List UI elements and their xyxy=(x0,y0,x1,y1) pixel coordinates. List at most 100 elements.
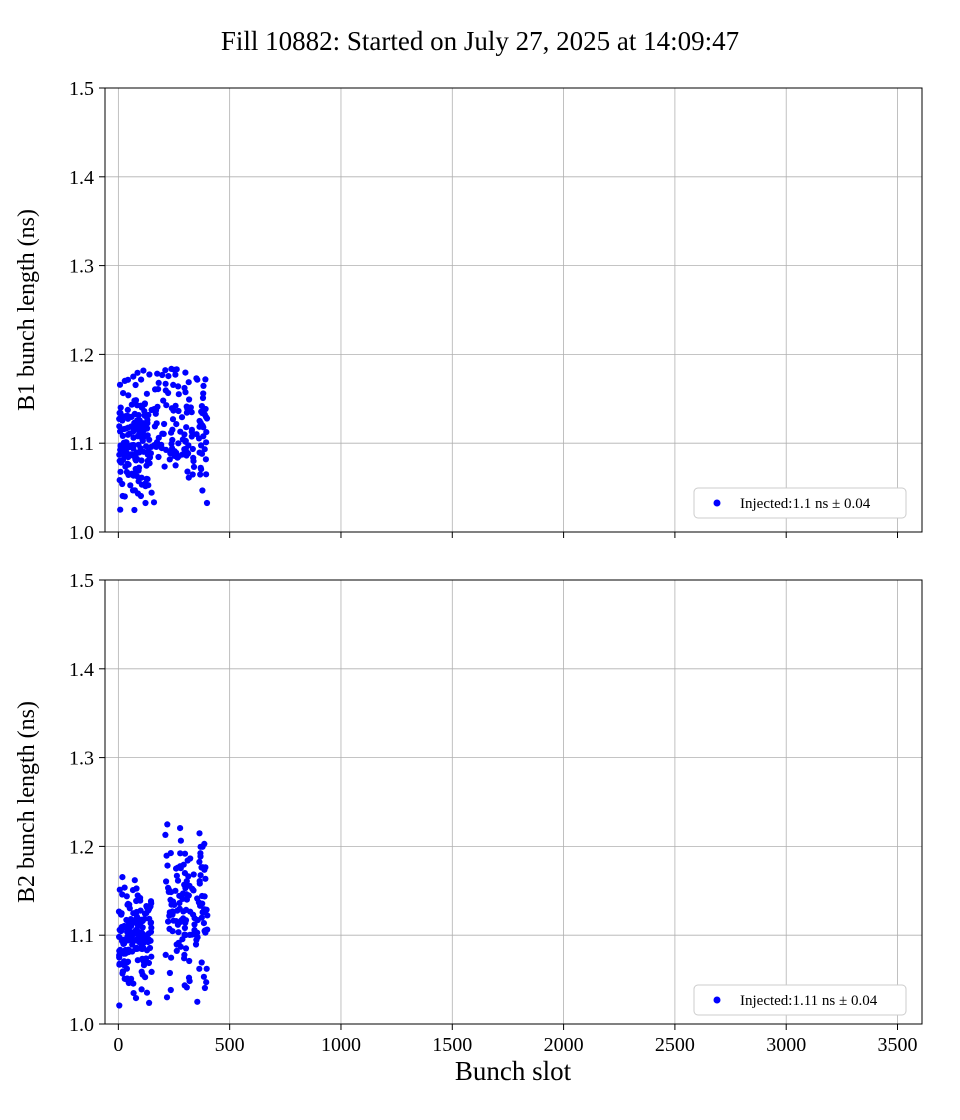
data-point xyxy=(117,446,124,453)
data-point xyxy=(200,382,207,389)
data-point xyxy=(132,457,140,464)
data-point xyxy=(116,381,124,388)
data-point xyxy=(120,940,128,947)
data-point xyxy=(143,989,151,996)
data-point xyxy=(201,984,208,992)
data-point xyxy=(174,877,182,884)
data-point xyxy=(118,928,125,935)
x-tick-label: 1500 xyxy=(432,1034,472,1056)
data-point xyxy=(168,405,175,412)
data-point xyxy=(188,433,195,440)
data-point xyxy=(181,850,189,857)
data-point xyxy=(151,423,158,430)
data-point xyxy=(163,852,170,859)
data-point xyxy=(196,858,203,865)
data-point xyxy=(119,417,126,424)
legend-frame xyxy=(693,487,907,519)
data-point xyxy=(134,402,141,409)
data-point xyxy=(141,408,148,415)
data-point xyxy=(180,861,187,868)
data-point xyxy=(199,487,206,494)
data-point xyxy=(148,968,155,975)
data-point xyxy=(181,955,188,962)
data-point xyxy=(186,396,193,403)
data-point xyxy=(160,430,167,437)
plot-layer-b2: 0 500 1000 1500 2000 2500 3000 3500 1.0 1.1 1.2 1.3… xyxy=(69,570,923,1056)
y-tick-label: 1.5 xyxy=(69,570,94,592)
data-point xyxy=(174,864,181,871)
data-point xyxy=(201,906,208,913)
data-point xyxy=(194,917,201,924)
y-tick-label: 1.2 xyxy=(69,344,94,366)
y-tick-label: 1.3 xyxy=(69,748,94,770)
data-point xyxy=(174,907,181,914)
data-point xyxy=(197,850,204,857)
legend-marker-icon xyxy=(713,499,721,507)
data-point xyxy=(139,971,146,978)
data-point xyxy=(147,928,155,935)
data-point xyxy=(164,862,171,869)
data-point xyxy=(169,928,176,935)
data-point xyxy=(143,947,151,954)
axes-spines xyxy=(104,87,923,533)
data-point xyxy=(189,445,196,453)
data-point xyxy=(200,973,207,980)
data-point xyxy=(185,974,193,981)
data-point xyxy=(181,384,188,392)
x-tick-label: 3500 xyxy=(878,1034,918,1056)
data-point xyxy=(196,417,203,425)
data-point xyxy=(175,440,182,447)
data-point xyxy=(142,483,149,490)
data-point xyxy=(203,439,210,446)
data-point xyxy=(196,830,203,837)
plot-layer-b1: 1.0 1.1 1.2 1.3 1.4 1.5 xyxy=(69,78,923,544)
legend-label-b2: Injected:1.11 ns ± 0.04 xyxy=(740,993,878,1009)
data-point xyxy=(171,901,178,908)
data-point xyxy=(193,431,200,438)
y-axis-label-b1: B1 bunch length (ns) xyxy=(14,209,40,411)
data-point xyxy=(202,376,209,383)
data-point xyxy=(117,404,124,411)
data-point xyxy=(161,420,168,428)
y-tick-label: 1.5 xyxy=(69,78,94,100)
data-point xyxy=(168,889,175,896)
data-point xyxy=(185,404,192,411)
axes-spines xyxy=(104,579,923,1025)
data-point xyxy=(183,896,190,903)
data-point xyxy=(173,947,180,954)
data-point xyxy=(184,468,191,475)
data-point xyxy=(123,916,130,924)
data-point xyxy=(203,965,210,972)
data-point xyxy=(132,995,140,1002)
data-point xyxy=(172,462,179,469)
data-point xyxy=(117,468,124,475)
data-point xyxy=(121,884,128,891)
data-point xyxy=(116,954,123,961)
data-point xyxy=(158,445,165,452)
data-point xyxy=(182,369,189,376)
data-point xyxy=(143,423,150,430)
data-point xyxy=(163,878,170,885)
data-point xyxy=(163,402,170,409)
data-point xyxy=(131,411,139,418)
data-point xyxy=(134,892,141,899)
data-point xyxy=(162,380,169,387)
data-point xyxy=(197,471,204,478)
data-point xyxy=(165,373,172,380)
data-point xyxy=(197,872,204,879)
data-point xyxy=(147,903,154,910)
data-point xyxy=(119,891,126,898)
data-point xyxy=(169,908,176,915)
data-point xyxy=(175,391,182,398)
x-tick-label: 2000 xyxy=(544,1034,584,1056)
data-point xyxy=(120,962,128,969)
data-point xyxy=(132,945,139,952)
data-point xyxy=(143,390,150,397)
subplot-b2: 0 500 1000 1500 2000 2500 3000 3500 1.0 1.1 1.2 1.3… xyxy=(14,570,923,1086)
data-point xyxy=(191,927,198,934)
data-point xyxy=(185,873,192,880)
data-point xyxy=(184,857,191,864)
data-point xyxy=(193,375,200,382)
data-point xyxy=(202,929,209,936)
